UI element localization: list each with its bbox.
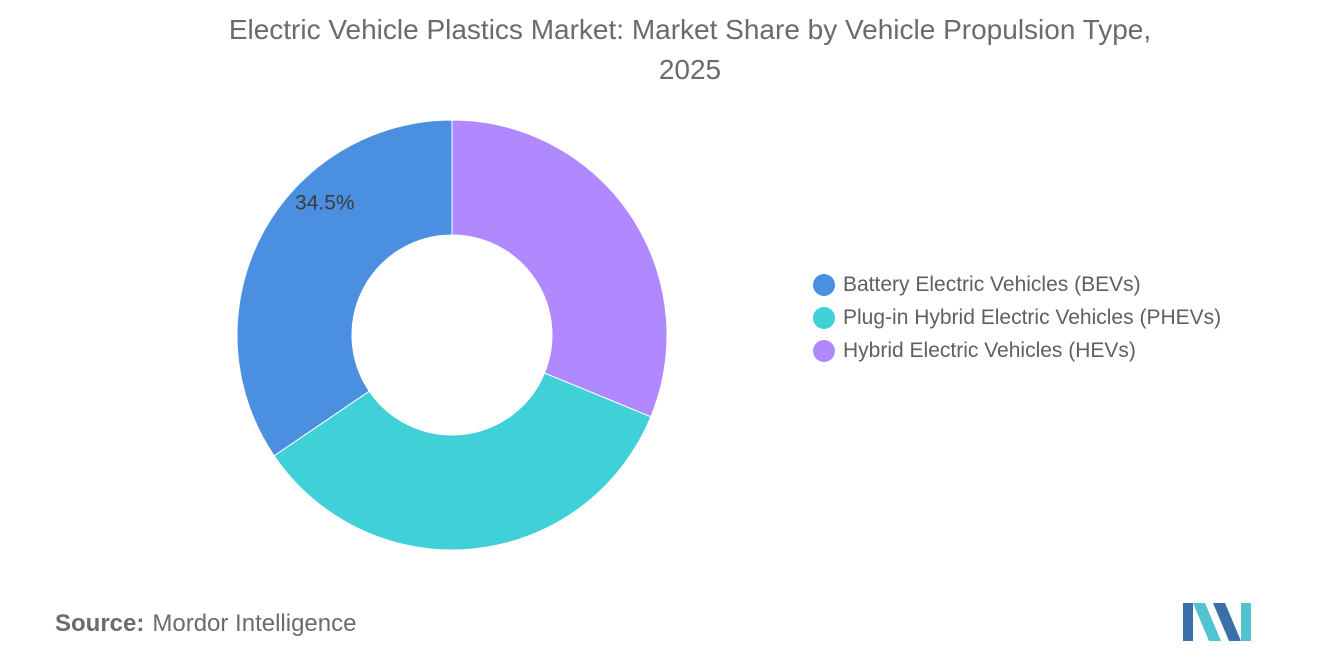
legend-item-2: Hybrid Electric Vehicles (HEVs) [813,334,1221,367]
chart-title-line-1: Electric Vehicle Plastics Market: Market… [228,14,1152,45]
legend-label-0: Battery Electric Vehicles (BEVs) [843,272,1141,296]
data-label-0: 34.5% [295,191,355,214]
logo-mid-diagonal [1213,603,1241,641]
chart-title: Electric Vehicle Plastics Market: Market… [0,10,1320,90]
source-label: Source: [55,610,145,637]
donut-slice-0 [236,119,453,457]
legend-label-1: Plug-in Hybrid Electric Vehicles (PHEVs) [843,305,1222,329]
donut-slice-2 [451,119,668,418]
logo-left-diagonal [1193,603,1221,641]
chart-legend: Battery Electric Vehicles (BEVs) Plug-in … [813,268,1221,367]
logo-right-bar [1241,603,1251,641]
donut-slice-1 [273,372,652,551]
legend-item-0: Battery Electric Vehicles (BEVs) [813,268,1221,301]
legend-item-1: Plug-in Hybrid Electric Vehicles (PHEVs) [813,301,1221,334]
source-note: Source: Mordor Intelligence [55,610,356,638]
legend-label-2: Hybrid Electric Vehicles (HEVs) [843,338,1136,362]
donut-chart: 34.5% [236,119,668,551]
mordor-intelligence-logo-icon [1183,603,1251,641]
source-text: Mordor Intelligence [152,610,357,637]
legend-swatch-0 [813,273,835,296]
legend-swatch-2 [813,339,835,362]
legend-swatch-1 [813,306,835,329]
logo-left-bar [1183,603,1193,641]
chart-title-line-2: 2025 [658,54,722,85]
